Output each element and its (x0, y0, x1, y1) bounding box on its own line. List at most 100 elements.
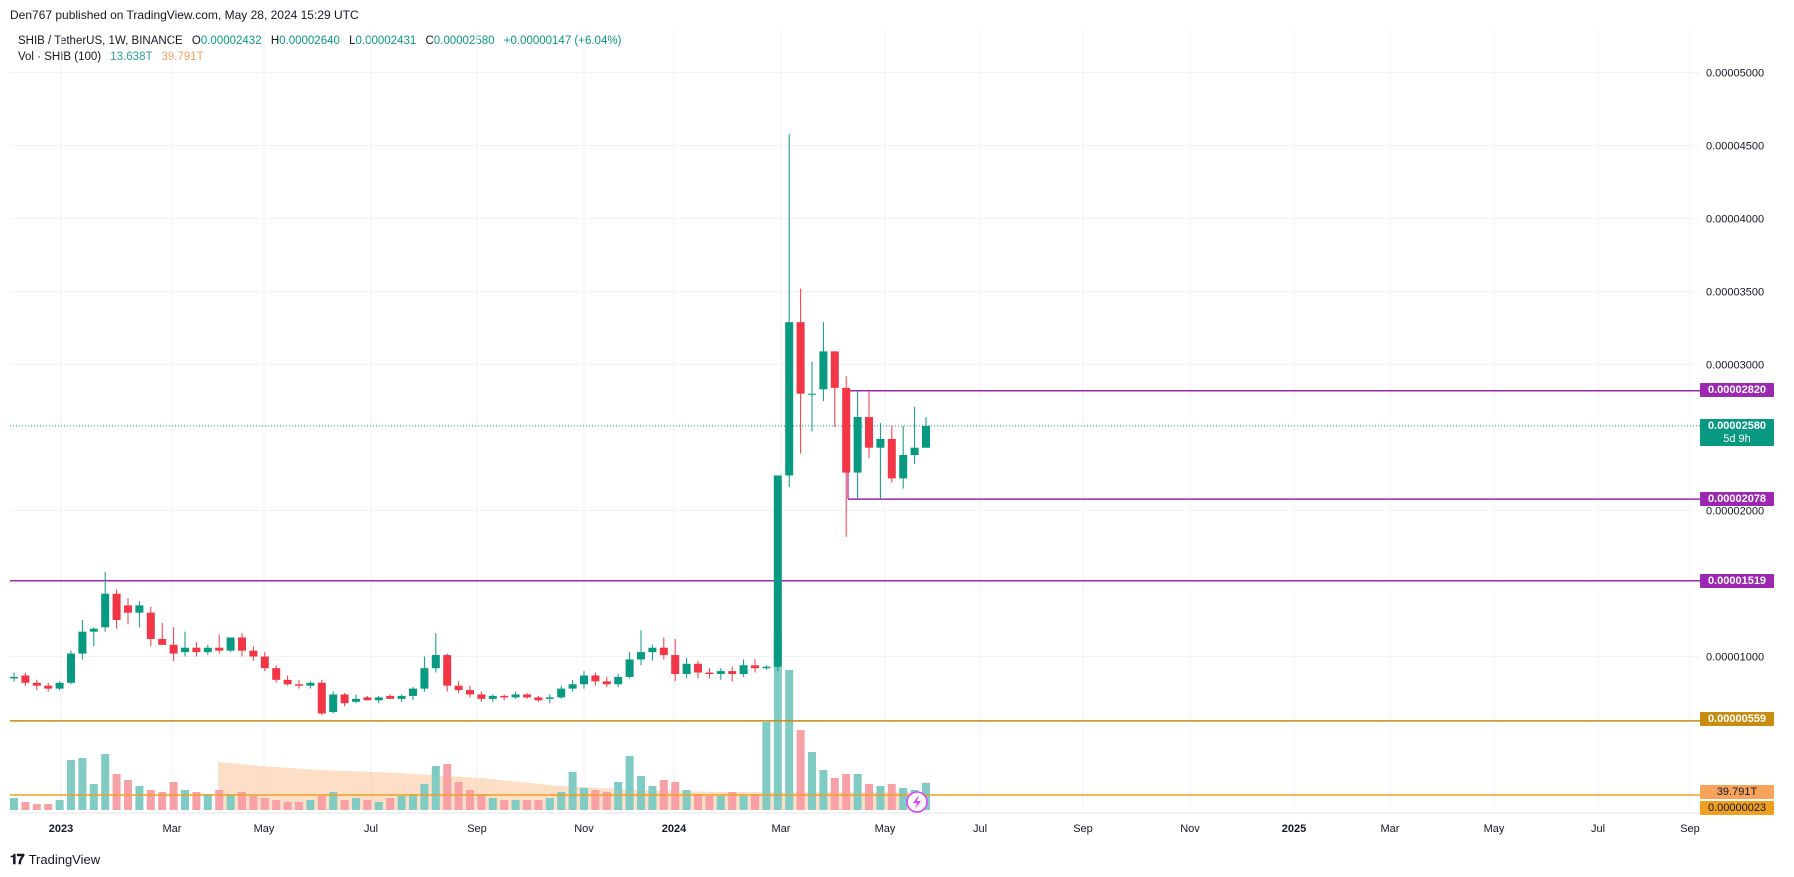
volume-bar (808, 752, 816, 810)
x-tick-label: Jul (973, 823, 987, 835)
volume-label[interactable]: Vol · SHIB (100) (18, 51, 102, 63)
candle-body (545, 697, 554, 699)
volume-bar (602, 792, 611, 810)
volume-bar (55, 800, 64, 810)
candle-body (374, 697, 383, 701)
level-mid-price-tag: 0.00001519 (1700, 574, 1774, 588)
volume-bar (887, 784, 896, 810)
volume-bar (78, 758, 87, 810)
tradingview-logo[interactable]: 𝟏𝟕 TradingView (10, 851, 100, 868)
volume-bar (671, 782, 680, 810)
resistance-price-tag: 0.00002820 (1700, 383, 1774, 397)
volume-bar (386, 798, 395, 810)
candle-body (466, 690, 474, 695)
chart-grid (10, 30, 1700, 808)
candle-body (488, 695, 497, 699)
volume-bar (295, 802, 303, 810)
x-tick-label: Jul (364, 823, 378, 835)
volume-bar (865, 784, 873, 810)
volume-bar (215, 790, 224, 810)
volume-bar (374, 802, 383, 810)
volume-bar (169, 782, 178, 810)
candle-body (203, 647, 212, 653)
lightning-icon[interactable] (906, 791, 928, 813)
x-tick-label: 2024 (662, 823, 687, 835)
volume-bar (580, 788, 588, 810)
volume-bar (773, 634, 782, 810)
candle-body (511, 694, 520, 698)
y-tick-label: 0.00005000 (1706, 68, 1764, 80)
symbol-title[interactable]: SHIB / TetherUS, 1W, BINANCE (18, 35, 183, 47)
candle-body (409, 688, 417, 696)
candle-body (249, 650, 258, 657)
volume-bar (67, 760, 75, 810)
candle-body (443, 655, 452, 686)
candle-body (808, 393, 816, 395)
x-tick-label: Sep (1073, 823, 1093, 835)
tradingview-brand: TradingView (28, 852, 101, 867)
volume-bar (751, 794, 759, 810)
volume-bar (32, 804, 41, 810)
volume-bar (796, 730, 805, 810)
candle-body (283, 679, 292, 685)
price-axis: 0.00005000 0.00004500 0.00004000 0.00003500… (1706, 68, 1764, 664)
candle-body (910, 447, 919, 456)
candle-body (751, 665, 759, 669)
close-label: C (425, 35, 434, 47)
candle-body (568, 684, 577, 689)
volume-bar (329, 792, 338, 810)
candle-body (352, 698, 360, 702)
candle-body (682, 663, 691, 675)
candle-body (876, 438, 885, 448)
volume-bar (523, 800, 531, 810)
volume-bar (192, 792, 201, 810)
candle-body (659, 647, 668, 656)
low-label: L (349, 35, 356, 47)
volume-bar (819, 770, 828, 810)
candle-body (146, 612, 155, 639)
candle-body (260, 656, 269, 669)
volume-low-tag: 0.00000023 (1700, 801, 1774, 815)
volume-bar (648, 786, 657, 810)
volume-bar (89, 784, 98, 810)
candle-body (819, 351, 828, 390)
candle-body (226, 637, 235, 651)
time-axis: 2023 Mar May Jul Sep Nov 2024 Mar May Jul Sep Nov 20… (10, 812, 1700, 835)
x-tick-label: May (254, 823, 275, 835)
volume-bar (340, 800, 349, 810)
volume-bar (876, 786, 885, 810)
volume-bar (591, 790, 600, 810)
volume-value: 13.638T (110, 51, 153, 63)
high-label: H (270, 35, 280, 47)
volume-bar (728, 792, 737, 810)
volume-bar (534, 800, 543, 810)
volume-bar (363, 800, 372, 810)
candle-body (306, 682, 315, 686)
candle-body (899, 455, 908, 479)
tradingview-logo-icon: 𝟏𝟕 (10, 851, 25, 867)
candle-body (89, 628, 98, 632)
y-tick-label: 0.00001000 (1706, 652, 1764, 664)
candle-body (887, 438, 896, 479)
volume-bar (101, 754, 110, 810)
candle-body (124, 605, 132, 613)
x-tick-label: Mar (1381, 823, 1400, 835)
candle-body (557, 688, 566, 698)
volume-bar (249, 796, 258, 810)
horizontal-levels (10, 390, 1700, 796)
last-price-tag: 0.00002580 (1700, 419, 1774, 433)
candle-body (101, 593, 110, 628)
close-value: 0.00002580 (433, 35, 495, 47)
volume-bar (568, 772, 577, 810)
candle-body (340, 694, 349, 704)
candle-body (625, 659, 634, 677)
volume-bar (44, 804, 53, 810)
candle-body (762, 666, 771, 669)
support-price-tag: 0.00002078 (1700, 492, 1774, 506)
volume-bar (260, 798, 269, 810)
candle-body (842, 387, 851, 473)
candle-body (614, 676, 623, 685)
y-tick-label: 0.00004500 (1706, 141, 1764, 153)
candle-body (363, 697, 372, 701)
